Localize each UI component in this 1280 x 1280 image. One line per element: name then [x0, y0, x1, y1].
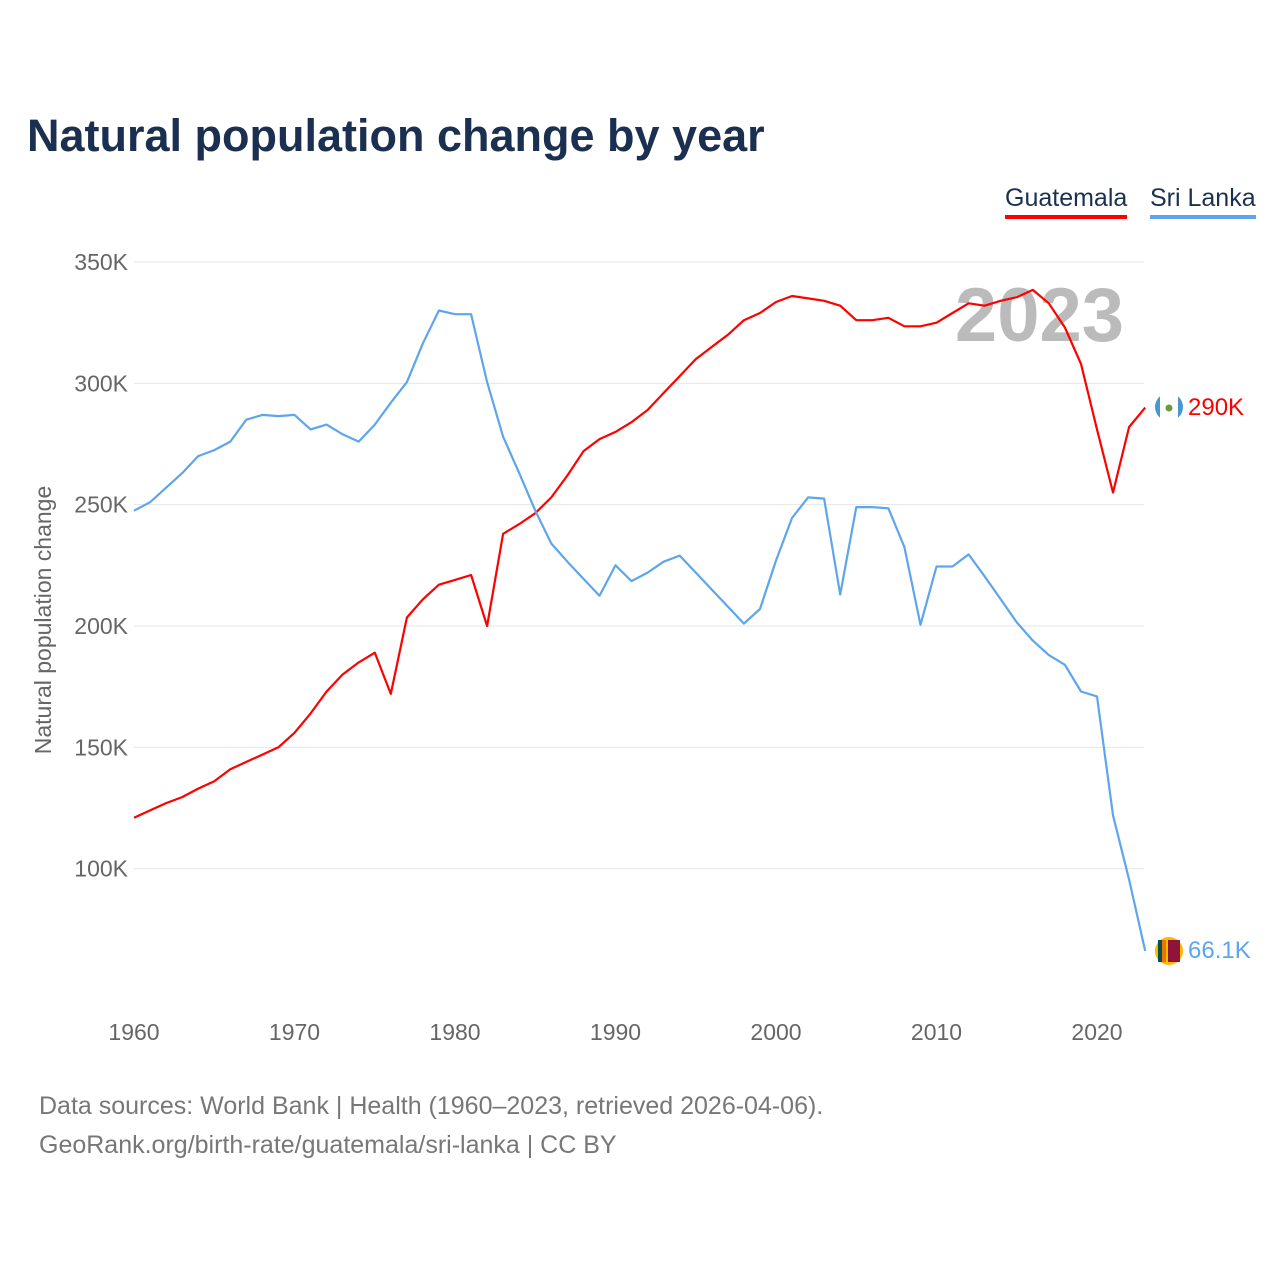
source-line-2[interactable]: GeoRank.org/birth-rate/guatemala/sri-lan… [39, 1131, 617, 1159]
y-tick-label: 250K [74, 492, 128, 518]
x-tick-label: 2000 [750, 1019, 801, 1045]
year-watermark: 2023 [955, 273, 1124, 358]
legend-sri-lanka[interactable]: Sri Lanka [1150, 184, 1256, 219]
y-axis-ticks: 100K 150K 200K 250K 300K 350K [74, 249, 128, 882]
x-tick-label: 2020 [1071, 1019, 1122, 1045]
gridlines [134, 261, 1144, 870]
x-axis-ticks: 1960 1970 1980 1990 2000 2010 2020 [108, 1019, 1122, 1045]
series-lines [133, 288, 1147, 952]
guatemala-flag-icon [1155, 393, 1183, 421]
series-line-sri-lanka[interactable] [133, 309, 1147, 952]
x-tick-label: 1960 [108, 1019, 159, 1045]
x-tick-label: 1970 [269, 1019, 320, 1045]
y-axis-label: Natural population change [30, 486, 56, 755]
x-tick-label: 1990 [590, 1019, 641, 1045]
x-tick-label: 1980 [429, 1019, 480, 1045]
x-tick-label: 2010 [911, 1019, 962, 1045]
source-note: Data sources: World Bank | Health (1960–… [39, 1087, 823, 1165]
legend-guatemala[interactable]: Guatemala [1005, 184, 1128, 219]
y-tick-label: 350K [74, 249, 128, 275]
y-tick-label: 100K [74, 856, 128, 882]
chart-title: Natural population change by year [27, 110, 765, 161]
end-label-guatemala: 290K [1188, 394, 1244, 421]
series-line-guatemala[interactable] [133, 288, 1147, 819]
y-tick-label: 150K [74, 734, 128, 760]
y-tick-label: 200K [74, 613, 128, 639]
end-label-sri-lanka: 66.1K [1188, 937, 1251, 964]
y-tick-label: 300K [74, 370, 128, 396]
sri-lanka-flag-icon [1155, 937, 1183, 965]
source-line-1: Data sources: World Bank | Health (1960–… [39, 1092, 824, 1120]
